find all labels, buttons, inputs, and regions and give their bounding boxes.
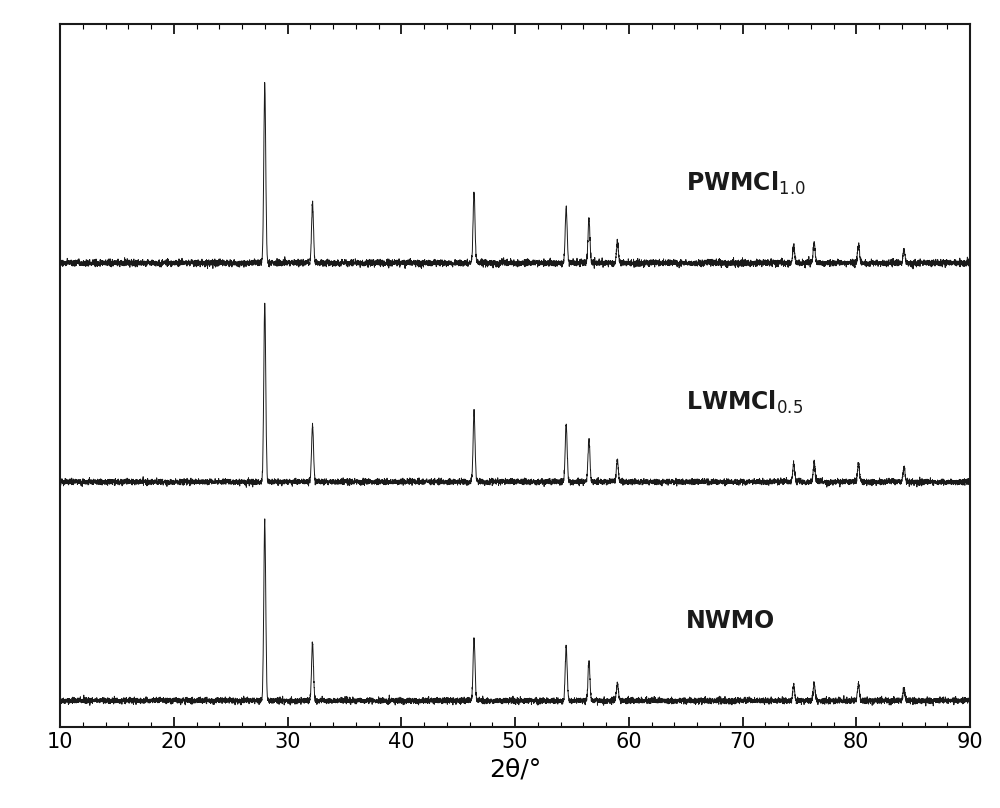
X-axis label: 2θ/°: 2θ/°: [489, 758, 541, 781]
Text: PWMCl$_{1.0}$: PWMCl$_{1.0}$: [686, 170, 805, 197]
Text: NWMO: NWMO: [686, 609, 775, 633]
Text: LWMCl$_{0.5}$: LWMCl$_{0.5}$: [686, 389, 803, 416]
